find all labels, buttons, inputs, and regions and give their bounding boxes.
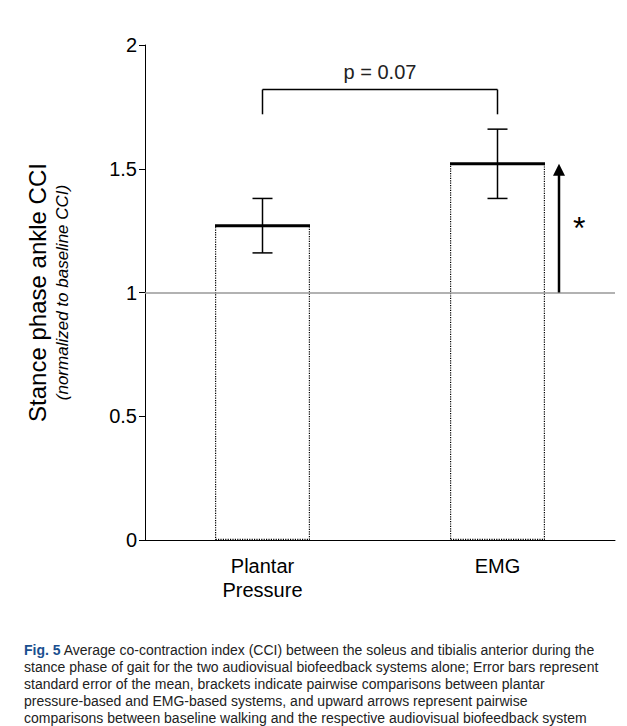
svg-text:2: 2 <box>126 34 137 56</box>
svg-text:Pressure: Pressure <box>222 579 302 601</box>
svg-text:Plantar: Plantar <box>231 555 295 577</box>
svg-text:1.5: 1.5 <box>109 158 137 180</box>
svg-text:1: 1 <box>126 282 137 304</box>
svg-text:0: 0 <box>126 529 137 551</box>
svg-text:EMG: EMG <box>475 555 521 577</box>
svg-text:Stance phase ankle CCI: Stance phase ankle CCI <box>24 163 51 422</box>
svg-text:p = 0.07: p = 0.07 <box>344 61 417 83</box>
html-text:Fig. 5 Average co-contraction: Fig. 5 Average co-contraction index (CCI… <box>24 642 599 726</box>
svg-text:*: * <box>573 210 585 246</box>
svg-text:(normalized to baseline CCI): (normalized to baseline CCI) <box>53 185 72 400</box>
svg-text:0.5: 0.5 <box>109 405 137 427</box>
